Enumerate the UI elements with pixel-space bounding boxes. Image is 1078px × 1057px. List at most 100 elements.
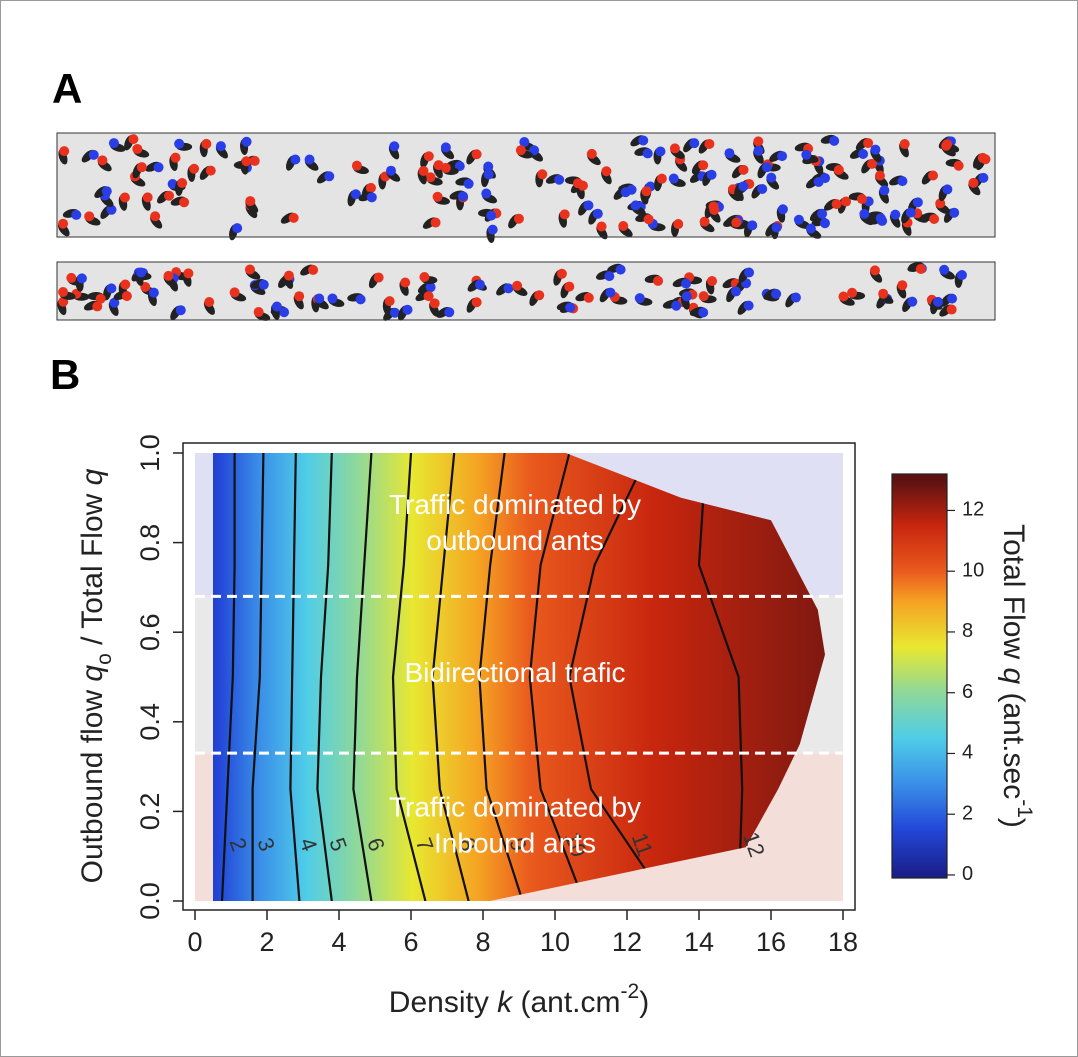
ant-marker	[634, 293, 645, 304]
ant-marker	[324, 171, 335, 182]
x-tick-label: 0	[187, 927, 202, 957]
ant-marker	[373, 272, 384, 283]
ant-marker	[174, 138, 185, 149]
ant-marker	[150, 211, 161, 222]
ant-marker	[935, 198, 946, 209]
ant-marker	[592, 208, 603, 219]
ant-marker	[689, 138, 700, 149]
ant-marker	[253, 306, 264, 317]
ant-marker	[537, 169, 548, 180]
ant-marker	[777, 204, 788, 215]
ant-marker	[423, 291, 434, 302]
label-part: q	[76, 468, 109, 485]
ant-marker	[559, 209, 570, 220]
ant-marker	[858, 148, 869, 159]
ant-marker	[519, 137, 530, 148]
contour-line	[697, 453, 744, 901]
ant-marker	[454, 161, 465, 172]
contour-line	[352, 453, 373, 901]
ant-marker	[978, 172, 989, 183]
ant-marker	[389, 141, 400, 152]
ant-marker	[699, 216, 710, 227]
ant-marker	[753, 145, 764, 156]
ant-marker	[704, 138, 715, 149]
ant-marker	[897, 176, 908, 187]
ant-marker	[946, 304, 957, 315]
label-part: / Total Flow	[76, 485, 109, 653]
ant-marker	[463, 178, 474, 189]
ant-marker	[290, 154, 301, 165]
label-part: Outbound flow	[76, 682, 109, 884]
ant-marker	[863, 138, 874, 149]
ant-marker	[556, 268, 567, 279]
photo-strips	[56, 132, 996, 321]
ant-marker	[905, 207, 916, 218]
ant-marker	[88, 149, 99, 160]
ant-marker	[681, 278, 692, 289]
ant-marker	[899, 139, 910, 150]
ant-marker	[121, 291, 132, 302]
ant-marker	[304, 154, 315, 165]
ant-marker	[148, 287, 159, 298]
ant-marker	[425, 172, 436, 183]
ant-marker	[941, 140, 952, 151]
ant-marker	[819, 218, 830, 229]
ant-marker	[429, 298, 440, 309]
ant-marker	[601, 166, 612, 177]
ant-marker	[838, 291, 849, 302]
axes-box	[182, 442, 856, 911]
x-tick-label: 10	[540, 927, 570, 957]
ant-marker	[777, 151, 788, 162]
y-tick-label: 0.6	[135, 613, 165, 651]
ant-marker	[869, 265, 880, 276]
ant-marker	[878, 288, 889, 299]
ant-marker	[283, 270, 294, 281]
ant-marker	[673, 219, 684, 230]
ant-marker	[829, 135, 840, 146]
ant-marker	[564, 281, 575, 292]
ant-marker	[119, 192, 130, 203]
ant-marker	[471, 297, 482, 308]
ant-marker	[350, 189, 361, 200]
ant-marker	[163, 270, 174, 281]
ant-marker	[638, 135, 649, 146]
ant-marker	[95, 293, 106, 304]
ant-marker	[890, 209, 901, 220]
panel-label: B	[50, 351, 80, 398]
ant-marker	[771, 288, 782, 299]
ant-marker	[351, 160, 362, 171]
contour-line	[431, 453, 470, 901]
ant-marker	[879, 185, 890, 196]
ant-marker	[355, 294, 366, 305]
ant-marker	[109, 297, 120, 308]
ant-marker	[503, 283, 514, 294]
label-part: (ant.cm	[512, 986, 620, 1019]
ant-marker	[84, 211, 95, 222]
ant-marker	[175, 305, 186, 316]
ant-marker	[294, 291, 305, 302]
ant-marker	[423, 151, 434, 162]
ant-marker	[939, 264, 950, 275]
ant-marker	[425, 282, 436, 293]
ant-marker	[790, 292, 801, 303]
contour-line	[568, 453, 668, 901]
panel-label: A	[52, 65, 82, 112]
ant-marker	[59, 146, 70, 157]
ant-marker	[365, 182, 376, 193]
contour-line	[220, 453, 236, 901]
ant-marker	[565, 302, 576, 313]
ant-marker	[947, 293, 958, 304]
x-tick-label: 16	[756, 927, 786, 957]
flow-surface	[213, 453, 825, 901]
ant-marker	[929, 214, 940, 225]
x-tick-label: 12	[612, 927, 642, 957]
ant-marker	[641, 186, 652, 197]
ant-marker	[271, 301, 282, 312]
ant-marker	[486, 210, 497, 221]
x-tick-label: 2	[259, 927, 274, 957]
ant-marker	[706, 169, 717, 180]
region-label: Traffic dominated by	[389, 489, 641, 520]
ant-marker	[874, 170, 885, 181]
ant-marker	[279, 307, 290, 318]
ant-marker	[204, 296, 215, 307]
